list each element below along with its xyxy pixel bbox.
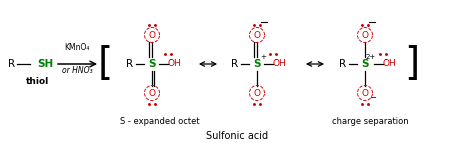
Text: S: S — [361, 59, 369, 69]
Text: S: S — [253, 59, 261, 69]
Text: S - expanded octet: S - expanded octet — [120, 118, 200, 126]
Text: −: − — [370, 93, 376, 103]
Text: R: R — [231, 59, 238, 69]
Text: R: R — [127, 59, 134, 69]
Text: O: O — [254, 31, 261, 39]
Text: or HNO₃: or HNO₃ — [62, 66, 92, 75]
Text: ÖH: ÖH — [273, 59, 287, 69]
Text: O: O — [362, 89, 368, 97]
Text: charge separation: charge separation — [332, 118, 408, 126]
Text: 2+: 2+ — [366, 54, 376, 60]
Text: O: O — [148, 31, 155, 39]
Text: R: R — [339, 59, 346, 69]
Text: O: O — [148, 89, 155, 97]
Text: [: [ — [97, 45, 113, 83]
Text: ]: ] — [404, 45, 419, 83]
Text: ÖH: ÖH — [383, 59, 397, 69]
Text: S: S — [148, 59, 156, 69]
Text: ÖH: ÖH — [168, 59, 182, 69]
Text: O: O — [362, 31, 368, 39]
Text: O: O — [254, 89, 261, 97]
Text: thiol: thiol — [27, 77, 50, 87]
Text: R: R — [9, 59, 16, 69]
Text: KMnO₄: KMnO₄ — [64, 43, 90, 52]
Text: S̈H: S̈H — [37, 59, 53, 69]
Text: Sulfonic acid: Sulfonic acid — [206, 131, 268, 141]
Text: +: + — [260, 54, 266, 60]
